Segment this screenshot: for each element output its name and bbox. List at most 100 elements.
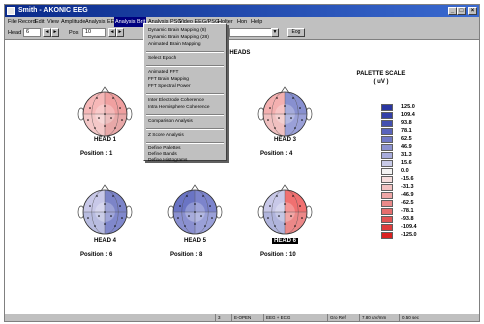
dropdown-field[interactable]	[229, 28, 275, 37]
head-map-1[interactable]	[70, 84, 140, 142]
head-position: Position : 6	[80, 252, 113, 258]
head-map-5[interactable]	[160, 182, 230, 240]
pos-input[interactable]: 10	[82, 28, 106, 37]
electrode-dot	[110, 117, 112, 119]
pos-next-button[interactable]: ►	[116, 28, 124, 37]
status-field: 3	[215, 314, 221, 321]
menu-holter[interactable]: Holter	[218, 19, 233, 25]
maximize-button[interactable]: □	[457, 7, 466, 15]
menu-file[interactable]: File	[8, 19, 17, 25]
menu-separator	[146, 114, 224, 116]
head-label[interactable]: HEAD 3	[245, 137, 325, 143]
palette-swatch[interactable]	[381, 168, 393, 175]
palette-value: 0.0	[401, 168, 409, 174]
palette-swatch[interactable]	[381, 216, 393, 223]
palette-swatch[interactable]	[381, 120, 393, 127]
menu-help[interactable]: Help	[251, 19, 263, 25]
menu-video-eeg-psg[interactable]: Video EEG/PSG	[179, 19, 220, 25]
palette-value: -31.3	[401, 184, 414, 190]
menu-item-fft-mapping[interactable]: FFT Brain Mapping	[148, 77, 189, 82]
head-next-button[interactable]: ►	[51, 28, 59, 37]
menu-item-define-palettes[interactable]: Define Palettes	[148, 146, 181, 151]
menu-separator	[146, 65, 224, 67]
menu-item-animated-mapping[interactable]: Animated Brain Mapping	[148, 42, 201, 47]
palette-swatch[interactable]	[381, 144, 393, 151]
electrode-dot	[284, 105, 286, 107]
electrode-dot	[292, 97, 294, 99]
head-label[interactable]: HEAD 6	[245, 238, 325, 244]
menu-analysis-eeg[interactable]: Analysis EEG	[85, 19, 119, 25]
menu-item-select-epoch[interactable]: Select Epoch	[148, 56, 177, 61]
head-position: Position : 4	[260, 151, 293, 157]
palette-swatch[interactable]	[381, 176, 393, 183]
menu-analysis-brit[interactable]: Analysis Brit	[114, 17, 147, 27]
palette-value: 62.5	[401, 136, 412, 142]
palette-swatch[interactable]	[381, 136, 393, 143]
head-map-3[interactable]	[250, 84, 320, 142]
head-label[interactable]: HEAD 5	[155, 238, 235, 244]
close-button[interactable]: ×	[468, 7, 477, 15]
head-position: Position : 8	[170, 252, 203, 258]
menu-analysis-psg[interactable]: Analysis PSG	[148, 19, 182, 25]
head-map-6[interactable]	[250, 182, 320, 240]
head-prev-button[interactable]: ◄	[43, 28, 51, 37]
app-icon[interactable]	[7, 7, 15, 15]
electrode-dot	[276, 97, 278, 99]
electrode-dot	[177, 217, 179, 219]
palette-swatch[interactable]	[381, 208, 393, 215]
menu-hon[interactable]: Hon	[237, 19, 248, 25]
menu-item-define-bands[interactable]: Define Bands	[148, 152, 177, 157]
title-bar[interactable]: Smith - AKONIC EEG _ □ ×	[5, 5, 479, 17]
electrode-dot	[94, 225, 96, 227]
head-grid-line	[91, 91, 119, 137]
electrode-dot	[278, 215, 280, 217]
electrode-dot	[98, 215, 100, 217]
menu-edit[interactable]: Edit	[35, 19, 45, 25]
menu-item-define-histograms[interactable]: Define Histograms	[148, 158, 188, 163]
palette-swatch[interactable]	[381, 200, 393, 207]
palette-swatch[interactable]	[381, 192, 393, 199]
electrode-dot	[186, 195, 188, 197]
nose	[190, 184, 200, 192]
palette-swatch[interactable]	[381, 224, 393, 231]
menu-item-fft-power[interactable]: FFT Spectral Power	[148, 84, 191, 89]
palette-value: -78.1	[401, 208, 414, 214]
head-label-text: HEAD 6	[271, 238, 298, 244]
pos-prev-button[interactable]: ◄	[108, 28, 116, 37]
menu-item-dynamic-mapping-8[interactable]: Dynamic Brain Mapping (8)	[148, 28, 207, 33]
menu-item-dynamic-mapping-28[interactable]: Dynamic Brain Mapping (28)	[148, 35, 209, 40]
menu-item-animated-fft[interactable]: Animated FFT	[148, 70, 179, 75]
eog-button[interactable]: Eog	[287, 28, 305, 37]
electrode-dot	[299, 205, 301, 207]
palette-swatch[interactable]	[381, 184, 393, 191]
menu-separator	[146, 142, 224, 144]
menu-record[interactable]: Record	[18, 19, 36, 25]
electrode-dot	[104, 211, 106, 213]
menu-item-comparison[interactable]: Comparison Analysis	[148, 119, 193, 124]
electrode-dot	[98, 117, 100, 119]
electrode-dot	[184, 225, 186, 227]
electrode-dot	[110, 215, 112, 217]
palette-swatch[interactable]	[381, 232, 393, 239]
palette-swatch[interactable]	[381, 160, 393, 167]
electrode-dot	[188, 215, 190, 217]
menu-amplitude[interactable]: Amplitude	[61, 19, 86, 25]
palette-swatch[interactable]	[381, 112, 393, 119]
menu-item-z-score[interactable]: Z Score Analysis	[148, 133, 184, 138]
electrode-dot	[267, 119, 269, 121]
head-label[interactable]: HEAD 1	[65, 137, 145, 143]
electrode-dot	[211, 217, 213, 219]
palette-swatch[interactable]	[381, 128, 393, 135]
head-map-4[interactable]	[70, 182, 140, 240]
status-field: EEG + ECG	[263, 314, 290, 321]
palette-swatch[interactable]	[381, 152, 393, 159]
dropdown-arrow-icon[interactable]: ▼	[271, 28, 279, 37]
electrode-dot	[89, 107, 91, 109]
menu-view[interactable]: View	[47, 19, 59, 25]
menu-item-inter-coherence[interactable]: Inter Electrode Coherence	[148, 98, 204, 103]
head-input[interactable]: 6	[23, 28, 41, 37]
palette-swatch[interactable]	[381, 104, 393, 111]
minimize-button[interactable]: _	[448, 7, 457, 15]
head-label[interactable]: HEAD 4	[65, 238, 145, 244]
menu-item-intra-coherence[interactable]: Intra Hemisphere Coherence	[148, 105, 210, 110]
